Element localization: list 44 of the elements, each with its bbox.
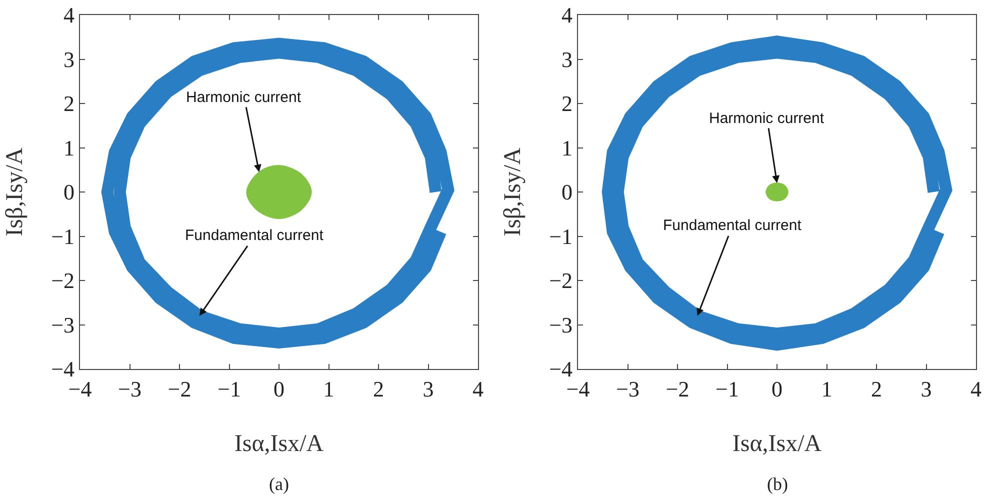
y-tick-label: −1 [51, 224, 74, 249]
x-axis-title: Isα,Isx/A [732, 431, 822, 458]
y-tick-label: −2 [549, 268, 572, 294]
y-tick-label: 0 [64, 180, 74, 205]
y-tick-label: −2 [51, 268, 74, 294]
y-tick-label: 4 [64, 2, 74, 28]
y-tick-label: 1 [64, 135, 74, 160]
annotation: Harmonic current [186, 89, 302, 106]
x-tick-label: −3 [118, 376, 142, 402]
text: (b) [767, 474, 788, 494]
y-tick-label: 1 [562, 135, 572, 160]
y-axis-title: Isβ,Isy/A [2, 146, 28, 236]
y-tick-label: −4 [51, 356, 74, 382]
x-tick-label: 1 [323, 376, 334, 402]
x-tick-label: 0 [274, 376, 284, 402]
x-tick-label: 4 [970, 376, 982, 402]
y-tick-label: 0 [562, 180, 572, 205]
x-tick-label: 3 [920, 376, 932, 402]
y-tick-label: 3 [562, 46, 572, 72]
x-tick-label: −3 [616, 376, 640, 402]
x-tick-label: 3 [422, 376, 434, 402]
annotation: Harmonic current [709, 110, 825, 127]
x-axis-title: Isα,Isx/A [234, 431, 324, 458]
y-axis-title: Isβ,Isy/A [500, 146, 526, 236]
x-tick-label: −1 [716, 376, 739, 402]
y-tick-label: 4 [562, 2, 572, 28]
text: (a) [269, 474, 289, 494]
y-tick-label: −1 [549, 224, 572, 249]
y-tick-label: −3 [51, 312, 74, 338]
y-tick-label: 3 [64, 46, 74, 72]
annotation: Fundamental current [185, 227, 324, 244]
y-tick-label: 2 [64, 91, 74, 116]
x-tick-label: −2 [666, 376, 690, 402]
y-tick-label: −3 [549, 312, 572, 338]
x-tick-label: −2 [168, 376, 192, 402]
annotation: Fundamental current [663, 217, 802, 234]
x-tick-label: 0 [772, 376, 782, 402]
x-tick-label: 1 [821, 376, 832, 402]
y-tick-label: −4 [549, 356, 572, 382]
x-tick-label: 2 [871, 376, 882, 402]
y-tick-label: 2 [562, 91, 572, 116]
x-tick-label: 4 [472, 376, 484, 402]
x-tick-label: −1 [218, 376, 241, 402]
x-tick-label: 2 [373, 376, 384, 402]
